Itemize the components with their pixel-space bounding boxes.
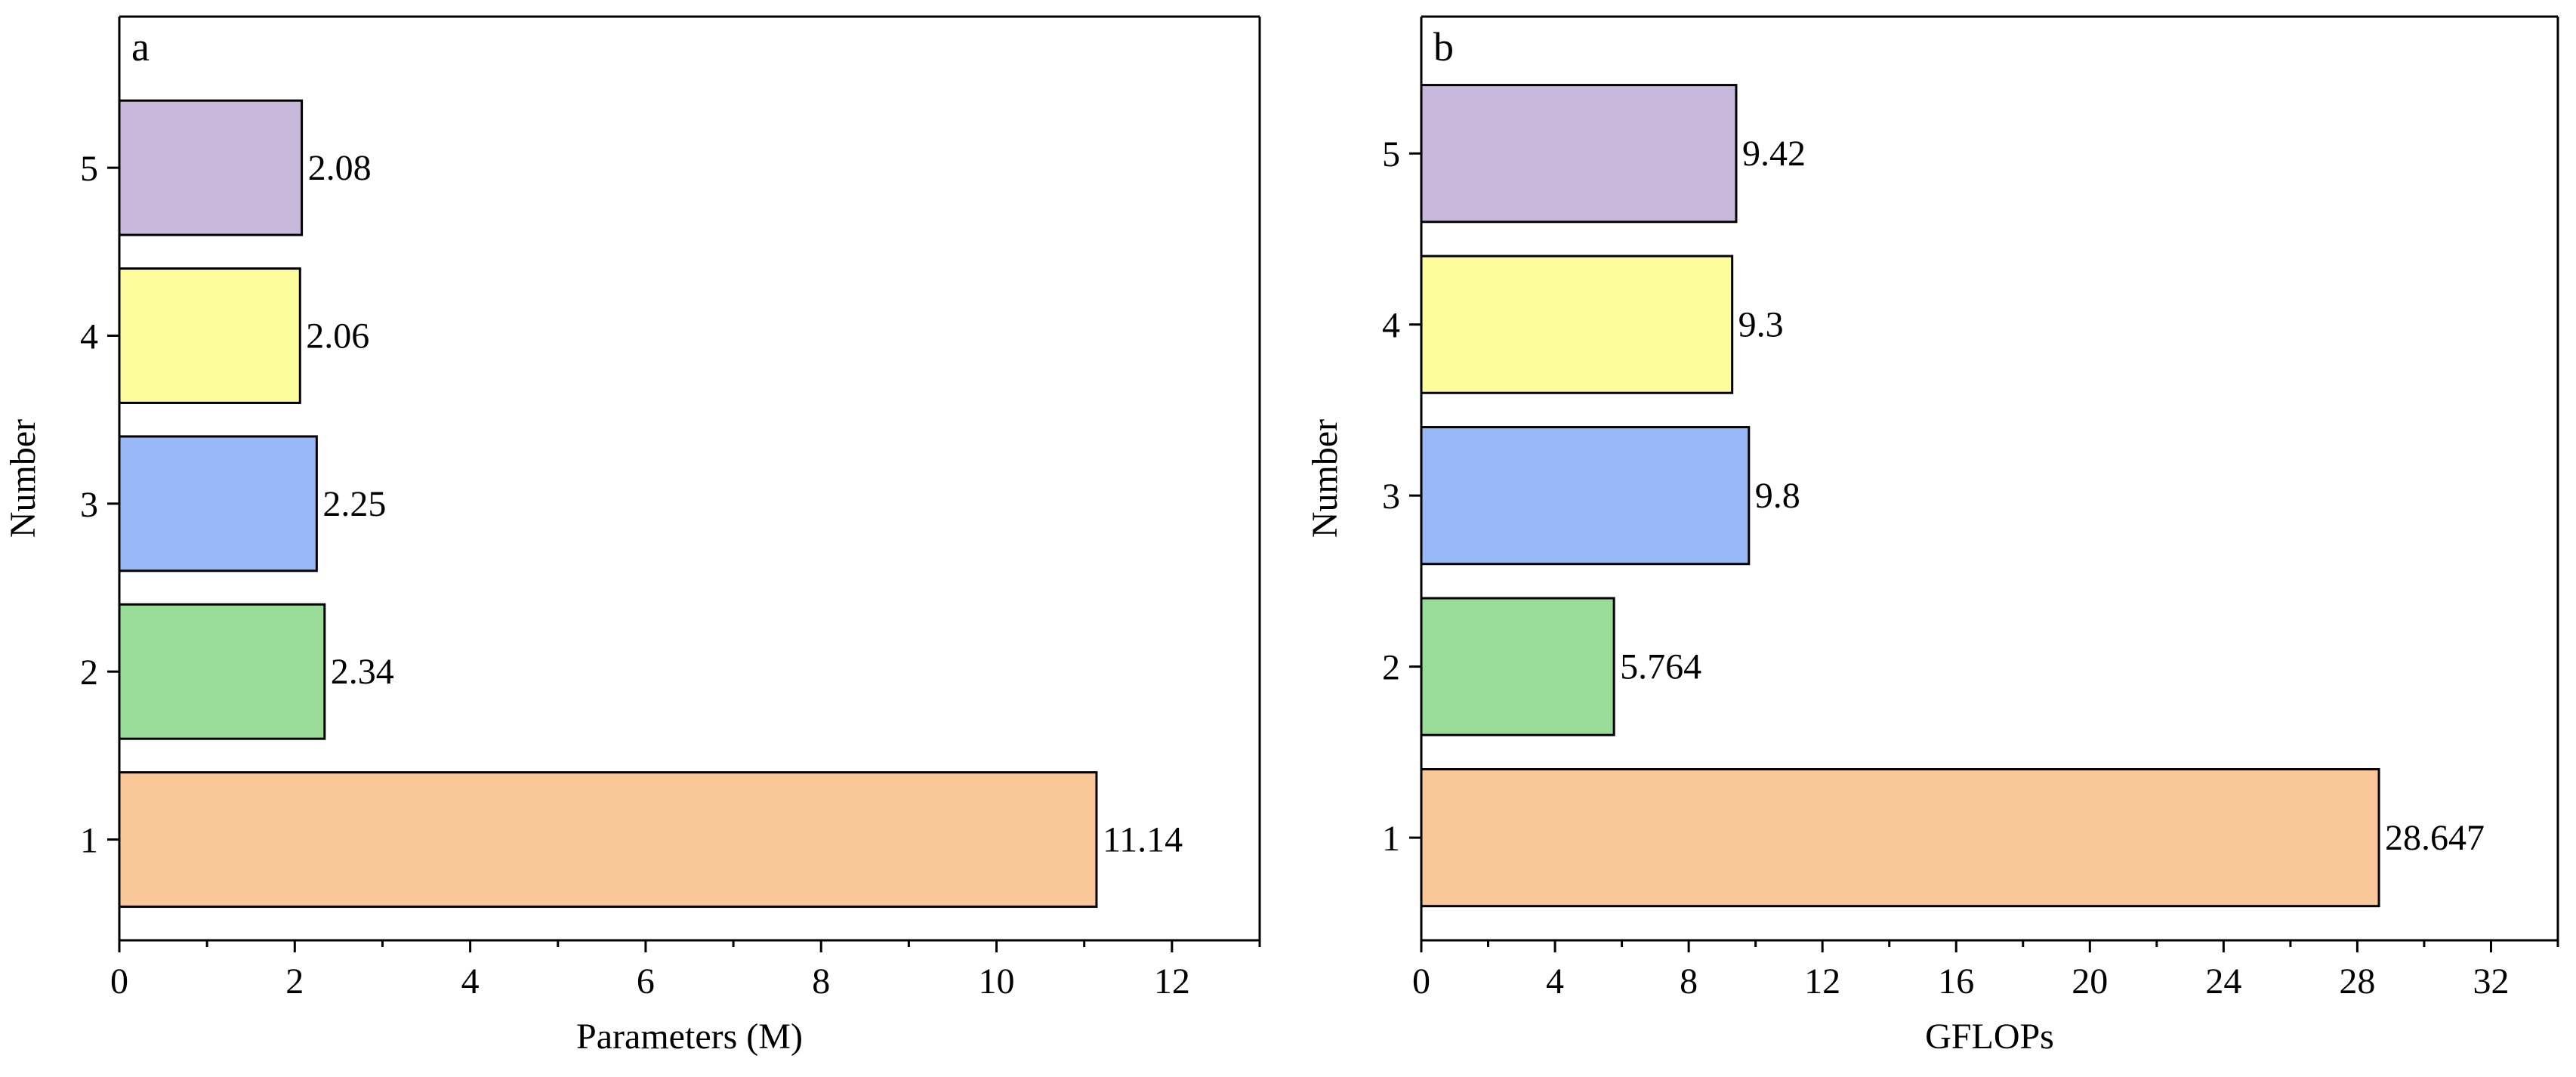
x-tick-label: 28 [2339,961,2375,1001]
bar-5 [118,99,304,236]
bar-4 [118,267,301,404]
data-label-3: 9.8 [1755,476,1800,516]
y-tick-label: 2 [1382,648,1400,688]
y-tick-label: 3 [80,485,98,525]
x-tick-label: 24 [2205,961,2241,1001]
bar-3 [1420,426,1751,566]
x-tick-label: 0 [1412,961,1430,1001]
x-tick-label: 16 [1938,961,1974,1001]
y-tick-label: 1 [1382,819,1400,859]
x-tick-label: 32 [2473,961,2509,1001]
data-label-5: 2.08 [308,148,372,188]
x-tick-label: 12 [1154,961,1190,1001]
data-label-2: 5.764 [1620,647,1701,687]
data-label-5: 9.42 [1742,134,1806,174]
y-tick-label: 5 [1382,134,1400,174]
bar-1 [1420,768,2380,908]
y-tick-label: 5 [80,149,98,189]
panel-a-chart: 11.142.342.252.062.080 2 4 6 8 10 1212345Param… [3,15,1261,1057]
x-tick-label: 6 [637,961,655,1001]
y-axis-title: Number [3,419,43,538]
x-tick-label: 10 [979,961,1015,1001]
x-tick-label: 12 [1804,961,1840,1001]
bar-2 [118,603,326,740]
x-tick-label: 0 [110,961,128,1001]
y-tick-label: 2 [80,653,98,693]
panel-label: b [1433,24,1454,69]
data-label-3: 2.25 [322,484,386,524]
data-label-1: 28.647 [2385,818,2485,858]
bar-4 [1420,255,1734,394]
bar-5 [1420,84,1738,224]
panel-label: a [131,24,150,69]
bar-1 [118,771,1098,909]
y-tick-label: 4 [1382,306,1400,346]
data-label-2: 2.34 [331,652,394,692]
y-axis-title: Number [1305,419,1345,538]
bar-3 [118,435,318,572]
data-label-1: 11.14 [1103,820,1183,860]
y-tick-label: 3 [1382,477,1400,517]
x-tick-label: 4 [461,961,480,1001]
data-label-4: 2.06 [306,316,369,356]
x-tick-label: 4 [1546,961,1564,1001]
x-tick-label: 8 [1680,961,1698,1001]
x-axis-title: Parameters (M) [576,1017,803,1057]
x-tick-label: 2 [285,961,304,1001]
bar-2 [1420,597,1615,736]
data-label-4: 9.3 [1738,305,1784,345]
x-axis-title: GFLOPs [1925,1017,2054,1057]
x-tick-label: 20 [2072,961,2108,1001]
y-tick-label: 4 [80,316,98,356]
x-tick-label: 8 [812,961,830,1001]
y-tick-label: 1 [80,821,98,861]
